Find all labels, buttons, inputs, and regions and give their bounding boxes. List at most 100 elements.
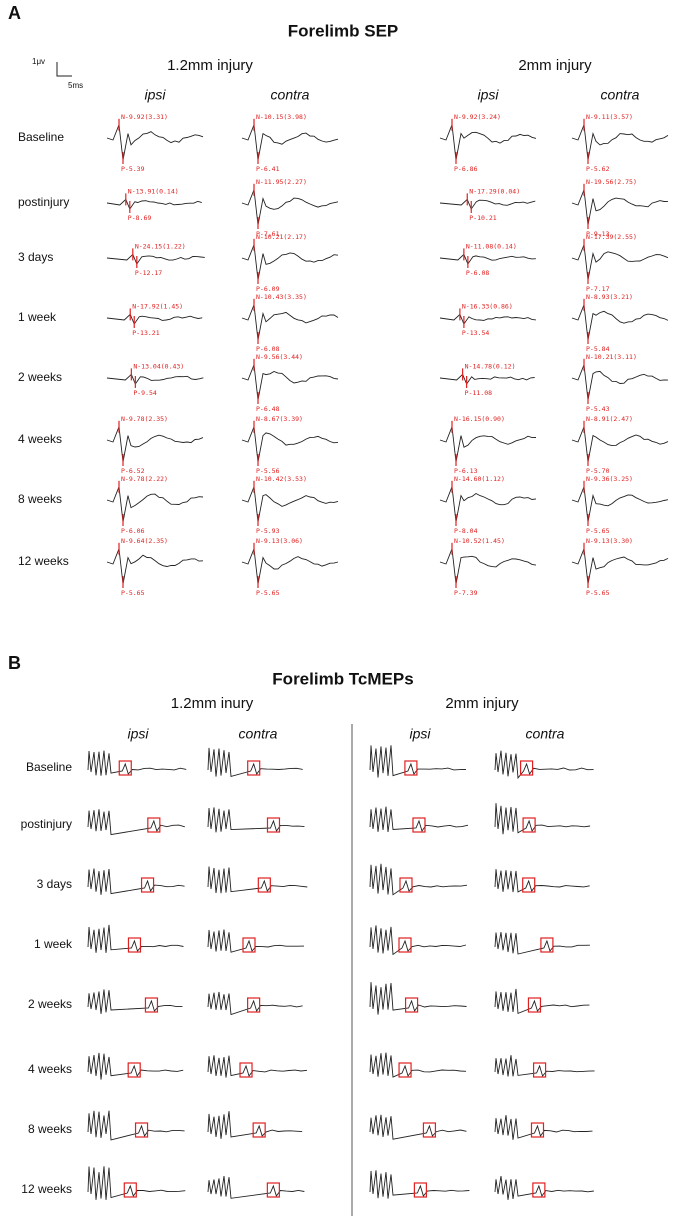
mep-trace bbox=[369, 1170, 470, 1199]
mep-trace bbox=[494, 932, 590, 955]
sep-trace bbox=[571, 364, 669, 401]
mep-trace bbox=[369, 863, 468, 896]
peak-box bbox=[404, 760, 418, 776]
column-title: contra bbox=[526, 726, 565, 742]
sep-trace bbox=[571, 304, 669, 341]
group-title: 1.2mm injury bbox=[167, 57, 253, 74]
n-annotation: N-10.15(3.98) bbox=[256, 113, 307, 121]
mep-trace bbox=[369, 806, 469, 833]
peak-box bbox=[247, 997, 261, 1013]
peak-box bbox=[144, 997, 159, 1013]
column-title: contra bbox=[239, 726, 278, 742]
mep-trace bbox=[494, 1115, 593, 1140]
n-annotation: N-10.42(3.53) bbox=[256, 475, 307, 483]
p-annotation: P-12.17 bbox=[135, 269, 162, 277]
p-annotation: P-9.13 bbox=[586, 230, 610, 238]
sep-trace bbox=[571, 426, 669, 463]
peak-box bbox=[123, 1182, 137, 1198]
p-annotation: P-10.21 bbox=[469, 214, 496, 222]
peak-box bbox=[532, 1062, 547, 1078]
mep-trace bbox=[494, 1175, 594, 1200]
p-annotation: P-7.17 bbox=[586, 285, 610, 293]
p-annotation: P-7.61 bbox=[256, 230, 280, 238]
p-annotation: P-5.93 bbox=[256, 527, 280, 535]
row-label: 4 weeks bbox=[18, 432, 62, 446]
row-label: 8 weeks bbox=[28, 1122, 72, 1136]
n-annotation: N-13.91(0.14) bbox=[128, 187, 179, 195]
mep-trace bbox=[494, 988, 590, 1015]
n-annotation: N-10.43(3.35) bbox=[256, 293, 307, 301]
peak-box bbox=[134, 1122, 149, 1138]
row-label: Baseline bbox=[18, 130, 64, 144]
n-annotation: N-17.92(1.45) bbox=[132, 302, 183, 310]
peak-box bbox=[412, 817, 426, 833]
peak-box bbox=[399, 877, 413, 893]
sep-trace bbox=[241, 426, 339, 463]
mep-trace bbox=[207, 807, 305, 833]
peak-box bbox=[398, 1062, 412, 1078]
mep-trace bbox=[87, 1052, 184, 1080]
n-annotation: N-9.78(2.35) bbox=[121, 415, 168, 423]
p-annotation: P-5.39 bbox=[121, 165, 145, 173]
peak-box bbox=[266, 817, 281, 833]
row-label: 2 weeks bbox=[18, 370, 62, 384]
row-label: 8 weeks bbox=[18, 492, 62, 506]
panel-label: B bbox=[8, 653, 21, 673]
peak-box bbox=[522, 877, 536, 893]
mep-trace bbox=[87, 809, 185, 836]
p-annotation: P-7.39 bbox=[454, 589, 478, 597]
sep-trace bbox=[439, 198, 536, 210]
sep-trace bbox=[106, 313, 203, 325]
sep-trace bbox=[241, 124, 339, 161]
sep-trace bbox=[106, 198, 202, 210]
panel-title: Forelimb TcMEPs bbox=[272, 669, 413, 688]
n-annotation: N-9.78(2.22) bbox=[121, 475, 168, 483]
mep-trace bbox=[369, 1052, 467, 1078]
n-annotation: N-11.08(0.14) bbox=[466, 242, 517, 250]
n-annotation: N-9.92(3.31) bbox=[121, 113, 168, 121]
sep-trace bbox=[439, 486, 537, 523]
p-annotation: P-5.70 bbox=[586, 467, 610, 475]
mep-trace bbox=[87, 868, 185, 895]
sep-trace bbox=[106, 124, 204, 161]
p-annotation: P-5.62 bbox=[586, 165, 610, 173]
n-annotation: N-24.15(1.22) bbox=[135, 242, 186, 250]
peak-box bbox=[118, 760, 132, 776]
mep-trace bbox=[207, 929, 305, 953]
mep-trace bbox=[207, 866, 308, 894]
sep-trace bbox=[106, 253, 205, 265]
sep-trace bbox=[439, 253, 536, 265]
n-annotation: N-9.92(3.24) bbox=[454, 113, 501, 121]
p-annotation: P-5.65 bbox=[256, 589, 280, 597]
p-annotation: P-5.65 bbox=[586, 589, 610, 597]
p-annotation: P-6.86 bbox=[454, 165, 478, 173]
sep-trace bbox=[571, 189, 669, 226]
p-annotation: P-13.21 bbox=[132, 329, 159, 337]
sep-trace bbox=[241, 486, 339, 523]
peak-box bbox=[532, 1182, 546, 1198]
peak-box bbox=[398, 937, 412, 953]
scale-bar bbox=[56, 62, 72, 77]
n-annotation: N-17.29(0.04) bbox=[469, 187, 520, 195]
n-annotation: N-14.78(0.12) bbox=[465, 362, 516, 370]
scale-time: 5ms bbox=[68, 81, 83, 90]
mep-trace bbox=[87, 989, 183, 1014]
mep-trace bbox=[207, 747, 303, 777]
column-title: ipsi bbox=[477, 87, 499, 103]
n-annotation: N-17.39(2.55) bbox=[586, 233, 637, 241]
p-annotation: P-5.56 bbox=[256, 467, 280, 475]
sep-trace bbox=[106, 548, 204, 585]
sep-trace bbox=[439, 313, 536, 325]
mep-trace bbox=[207, 1175, 305, 1199]
row-label: 2 weeks bbox=[28, 997, 72, 1011]
panel-label: A bbox=[8, 3, 21, 23]
mep-trace bbox=[369, 745, 466, 778]
mep-trace bbox=[207, 1111, 303, 1139]
p-annotation: P-6.08 bbox=[466, 269, 490, 277]
group-title: 2mm injury bbox=[518, 57, 592, 74]
peak-box bbox=[522, 817, 536, 833]
sep-trace bbox=[241, 189, 339, 226]
peak-box bbox=[530, 1122, 545, 1138]
group-title: 2mm injury bbox=[445, 695, 519, 712]
mep-trace bbox=[87, 750, 187, 776]
